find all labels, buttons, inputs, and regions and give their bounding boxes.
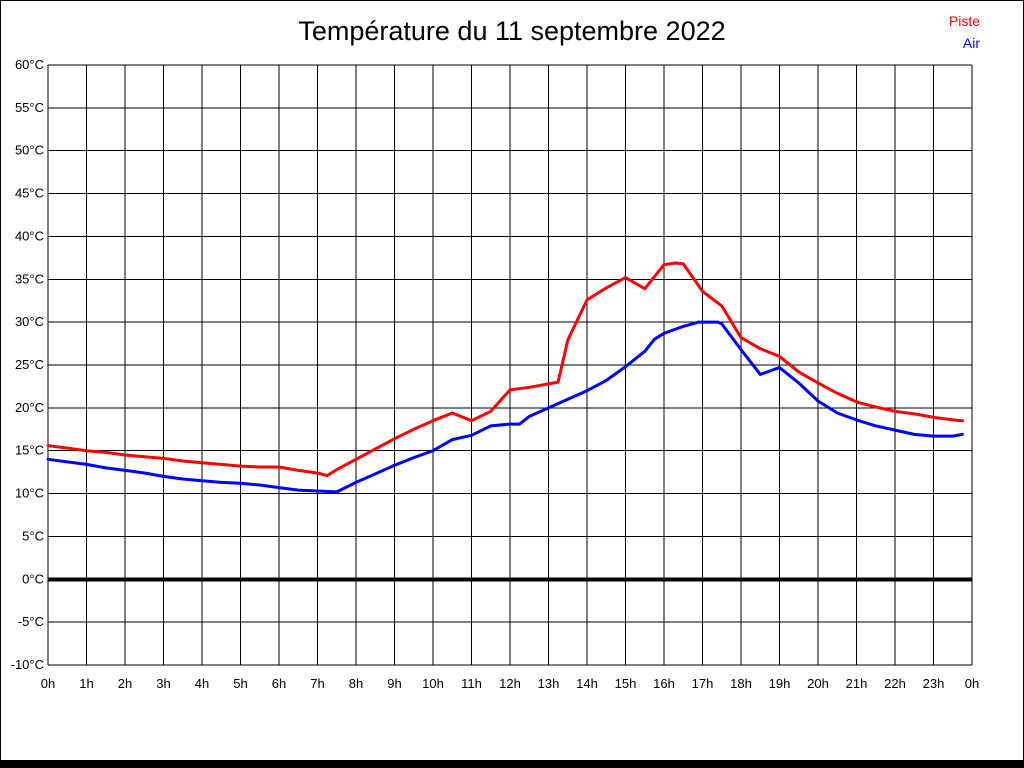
x-tick-label: 22h (884, 676, 906, 691)
y-tick-label: -10°C (11, 657, 44, 672)
x-tick-label: 13h (538, 676, 560, 691)
air-line (46, 320, 964, 494)
x-tick-label: 10h (422, 676, 444, 691)
x-tick-label: 12h (499, 676, 521, 691)
x-tick-label: 17h (692, 676, 714, 691)
y-tick-label: 45°C (15, 186, 44, 201)
y-tick-label: 35°C (15, 271, 44, 286)
x-tick-label: 7h (310, 676, 324, 691)
x-tick-label: 21h (846, 676, 868, 691)
y-tick-label: 5°C (22, 528, 44, 543)
x-tick-label: 4h (195, 676, 209, 691)
x-tick-label: 5h (233, 676, 247, 691)
x-tick-label: 19h (769, 676, 791, 691)
x-tick-label: 1h (79, 676, 93, 691)
x-tick-label: 6h (272, 676, 286, 691)
x-tick-label: 16h (653, 676, 675, 691)
piste-line (46, 261, 964, 478)
y-tick-label: 60°C (15, 57, 44, 72)
y-tick-label: 15°C (15, 443, 44, 458)
x-tick-label: 8h (349, 676, 363, 691)
x-tick-label: 20h (807, 676, 829, 691)
y-tick-label: 30°C (15, 314, 44, 329)
y-tick-label: 50°C (15, 143, 44, 158)
y-tick-label: 20°C (15, 400, 44, 415)
legend: Piste Air (949, 10, 980, 54)
x-tick-label: 2h (118, 676, 132, 691)
y-tick-label: 40°C (15, 228, 44, 243)
y-tick-label: 0°C (22, 571, 44, 586)
x-tick-label: 15h (615, 676, 637, 691)
x-tick-label: 9h (387, 676, 401, 691)
y-tick-label: 55°C (15, 100, 44, 115)
chart-title: Température du 11 septembre 2022 (298, 16, 726, 46)
x-tick-label: 3h (156, 676, 170, 691)
legend-item-air: Air (962, 35, 980, 51)
x-tick-label: 0h (965, 676, 979, 691)
x-tick-label: 18h (730, 676, 752, 691)
x-tick-label: 0h (41, 676, 55, 691)
legend-item-piste: Piste (948, 13, 980, 29)
y-tick-label: 25°C (15, 357, 44, 372)
y-tick-label: 10°C (15, 486, 44, 501)
x-tick-label: 23h (923, 676, 945, 691)
y-tick-label: -5°C (18, 614, 44, 629)
x-tick-label: 14h (576, 676, 598, 691)
x-tick-label: 11h (461, 676, 482, 691)
